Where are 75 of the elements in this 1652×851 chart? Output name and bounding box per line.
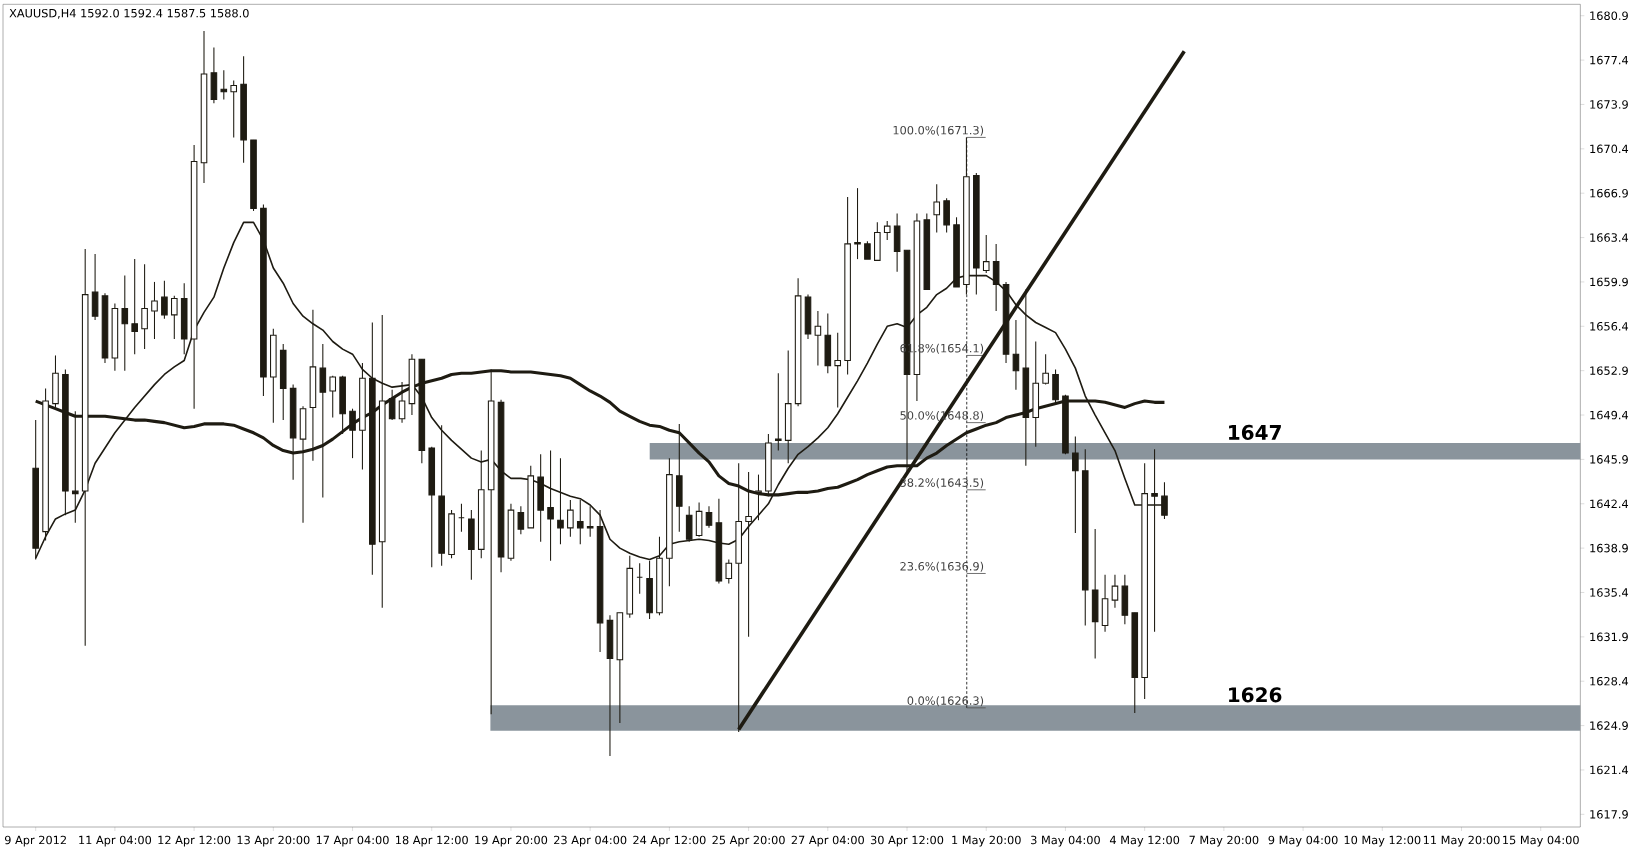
x-tick-label: 7 May 20:00 bbox=[1189, 835, 1259, 847]
y-tick-label: 1680.9 bbox=[1590, 11, 1628, 21]
x-tick-label: 17 Apr 04:00 bbox=[316, 835, 389, 847]
candlestick bbox=[557, 457, 564, 545]
band-label: 1647 bbox=[1229, 424, 1281, 441]
candlestick bbox=[992, 243, 1000, 312]
candlestick bbox=[349, 408, 356, 459]
y-tick-label: 1663.4 bbox=[1590, 233, 1629, 242]
y-tick-label: 1659.9 bbox=[1590, 277, 1628, 287]
y-tick-label: 1642.4 bbox=[1590, 499, 1629, 509]
x-tick-label: 11 Apr 04:00 bbox=[79, 835, 152, 847]
x-tick-label: 11 May 20:00 bbox=[1423, 835, 1500, 847]
candlestick bbox=[170, 295, 178, 340]
candlestick bbox=[883, 220, 891, 241]
ref-line-label: 0.0%(1626.3) bbox=[907, 696, 984, 707]
candlestick bbox=[398, 381, 406, 424]
candlestick bbox=[151, 281, 158, 340]
y-tick-label: 1645.9 bbox=[1590, 455, 1628, 464]
y-tick-label: 1638.9 bbox=[1590, 543, 1628, 553]
candlestick bbox=[1042, 353, 1049, 386]
x-tick-label: 27 Apr 04:00 bbox=[791, 835, 864, 847]
x-tick-label: 4 May 12:00 bbox=[1109, 835, 1180, 847]
y-tick-label: 1673.9 bbox=[1590, 100, 1628, 109]
x-tick-label: 18 Apr 12:00 bbox=[396, 835, 468, 847]
candlestick bbox=[121, 275, 129, 372]
y-tick-label: 1670.4 bbox=[1590, 144, 1629, 154]
chart-title: XAUUSD,H4 1592.0 1592.4 1587.5 1588.0 bbox=[9, 8, 249, 19]
x-tick-label: 30 Apr 12:00 bbox=[870, 835, 944, 847]
y-tick-label: 1649.4 bbox=[1590, 410, 1629, 420]
x-tick-label: 24 Apr 12:00 bbox=[633, 835, 706, 847]
y-tick-label: 1617.9 bbox=[1590, 810, 1628, 819]
candlestick bbox=[814, 310, 822, 367]
candlestick bbox=[329, 375, 337, 419]
x-tick-label: 12 Apr 12:00 bbox=[158, 835, 231, 847]
candlestick bbox=[161, 280, 168, 320]
y-tick-label: 1666.9 bbox=[1590, 188, 1628, 198]
y-tick-label: 1656.4 bbox=[1590, 322, 1629, 331]
y-tick-label: 1652.9 bbox=[1590, 366, 1628, 375]
candlestick bbox=[517, 505, 525, 535]
candlestick bbox=[1111, 574, 1119, 609]
x-tick-label: 3 May 04:00 bbox=[1031, 835, 1100, 847]
candlestick bbox=[1072, 436, 1079, 534]
candlestick bbox=[567, 499, 574, 538]
x-tick-label: 19 Apr 20:00 bbox=[475, 835, 548, 847]
ref-line-label: 100.0%(1671.3) bbox=[893, 125, 984, 136]
y-tick-label: 1635.4 bbox=[1590, 588, 1629, 597]
x-tick-label: 9 Apr 2012 bbox=[4, 835, 66, 847]
candlestick bbox=[982, 234, 990, 274]
x-tick-label: 10 May 12:00 bbox=[1344, 835, 1421, 847]
x-tick-label: 13 Apr 20:00 bbox=[237, 835, 310, 847]
candlestick bbox=[576, 499, 584, 545]
candlestick bbox=[834, 332, 842, 408]
y-tick-label: 1621.4 bbox=[1590, 765, 1629, 775]
x-tick-label: 15 May 04:00 bbox=[1503, 835, 1579, 847]
candlestick bbox=[933, 183, 941, 234]
candlestick bbox=[388, 389, 396, 421]
candlestick bbox=[586, 505, 594, 538]
candlestick bbox=[705, 505, 713, 529]
x-tick-label: 25 Apr 20:00 bbox=[712, 835, 785, 847]
x-tick-label: 23 Apr 04:00 bbox=[554, 835, 627, 847]
y-tick-label: 1624.9 bbox=[1590, 721, 1628, 730]
x-tick-label: 1 May 20:00 bbox=[952, 835, 1021, 847]
candlestick bbox=[774, 372, 782, 452]
ref-line-label: 23.6%(1636.9) bbox=[900, 561, 984, 572]
candlestick bbox=[230, 79, 238, 138]
candlestick bbox=[220, 69, 228, 100]
y-tick-label: 1677.4 bbox=[1590, 55, 1629, 65]
band-label: 1626 bbox=[1229, 687, 1282, 703]
candlestick bbox=[131, 258, 139, 355]
candlestick bbox=[141, 263, 148, 350]
candlestick bbox=[854, 187, 861, 260]
candlestick bbox=[725, 559, 733, 585]
y-tick-label: 1628.4 bbox=[1590, 676, 1629, 686]
y-tick-label: 1631.9 bbox=[1590, 632, 1628, 642]
x-tick-label: 9 May 04:00 bbox=[1268, 835, 1338, 847]
